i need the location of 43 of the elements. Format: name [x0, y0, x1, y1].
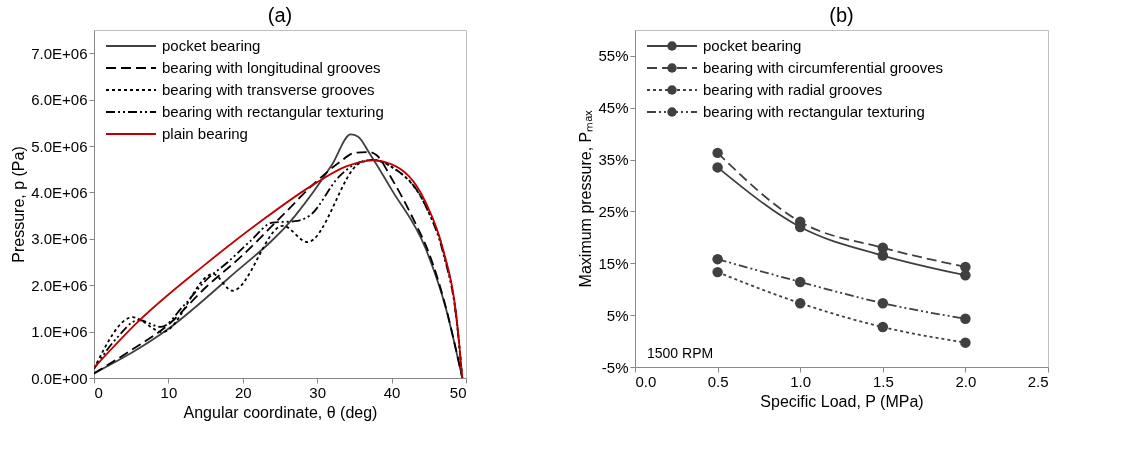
- legend-label: bearing with radial grooves: [703, 81, 883, 98]
- y-axis-title: Pressure, p (Pa): [10, 146, 28, 263]
- x-tick-label: 1.0: [790, 372, 812, 390]
- legend-label: bearing with longitudinal grooves: [162, 59, 381, 76]
- legend-label: bearing with rectangular texturing: [703, 103, 925, 120]
- y-tick-label: 35%: [598, 151, 629, 169]
- x-axis-title: Specific Load, P (MPa): [760, 392, 924, 410]
- x-tick-label: 0.0: [635, 372, 657, 390]
- x-axis-title: Angular coordinate, θ (deg): [183, 403, 378, 421]
- legend-label: bearing with rectangular texturing: [162, 103, 384, 120]
- x-tick-label: 0.5: [707, 372, 729, 390]
- x-tick-label: 0: [94, 383, 103, 401]
- x-tick-label: 10: [160, 383, 178, 401]
- legend-label: pocket bearing: [162, 37, 261, 54]
- x-tick-label: 40: [383, 383, 401, 401]
- y-tick-label: 6.0E+06: [31, 91, 88, 109]
- y-tick-label: 5.0E+06: [31, 137, 88, 155]
- y-tick-label: 45%: [598, 99, 629, 117]
- legend-label: plain bearing: [162, 125, 248, 142]
- x-tick-label: 50: [449, 383, 467, 401]
- y-tick-label: 0.0E+00: [31, 369, 88, 387]
- chart-title: (b): [829, 4, 854, 26]
- y-axis-title: Maximum pressure, Pₘₐₓ: [577, 109, 595, 288]
- y-tick-label: 2.0E+06: [31, 276, 88, 294]
- y-tick-label: 3.0E+06: [31, 230, 88, 248]
- y-tick-label: 5%: [606, 306, 629, 324]
- legend-label: pocket bearing: [703, 37, 802, 54]
- y-tick-label: 15%: [598, 254, 629, 272]
- y-tick-label: 4.0E+06: [31, 183, 88, 201]
- legend-label: bearing with transverse grooves: [162, 81, 375, 98]
- x-tick-label: 2.5: [1027, 372, 1049, 390]
- y-tick-label: 55%: [598, 47, 629, 65]
- x-tick-label: 30: [309, 383, 327, 401]
- y-tick-label: 1.0E+06: [31, 323, 88, 341]
- chart-title: (a): [267, 4, 293, 26]
- annotation: 1500 RPM: [647, 345, 714, 361]
- y-tick-label: 25%: [598, 202, 629, 220]
- x-tick-label: 20: [234, 383, 252, 401]
- x-tick-label: 1.5: [872, 372, 894, 390]
- x-tick-label: 2.0: [955, 372, 977, 390]
- legend-label: bearing with circumferential grooves: [703, 59, 944, 76]
- y-tick-label: 7.0E+06: [31, 44, 88, 62]
- y-tick-label: -5%: [601, 358, 629, 376]
